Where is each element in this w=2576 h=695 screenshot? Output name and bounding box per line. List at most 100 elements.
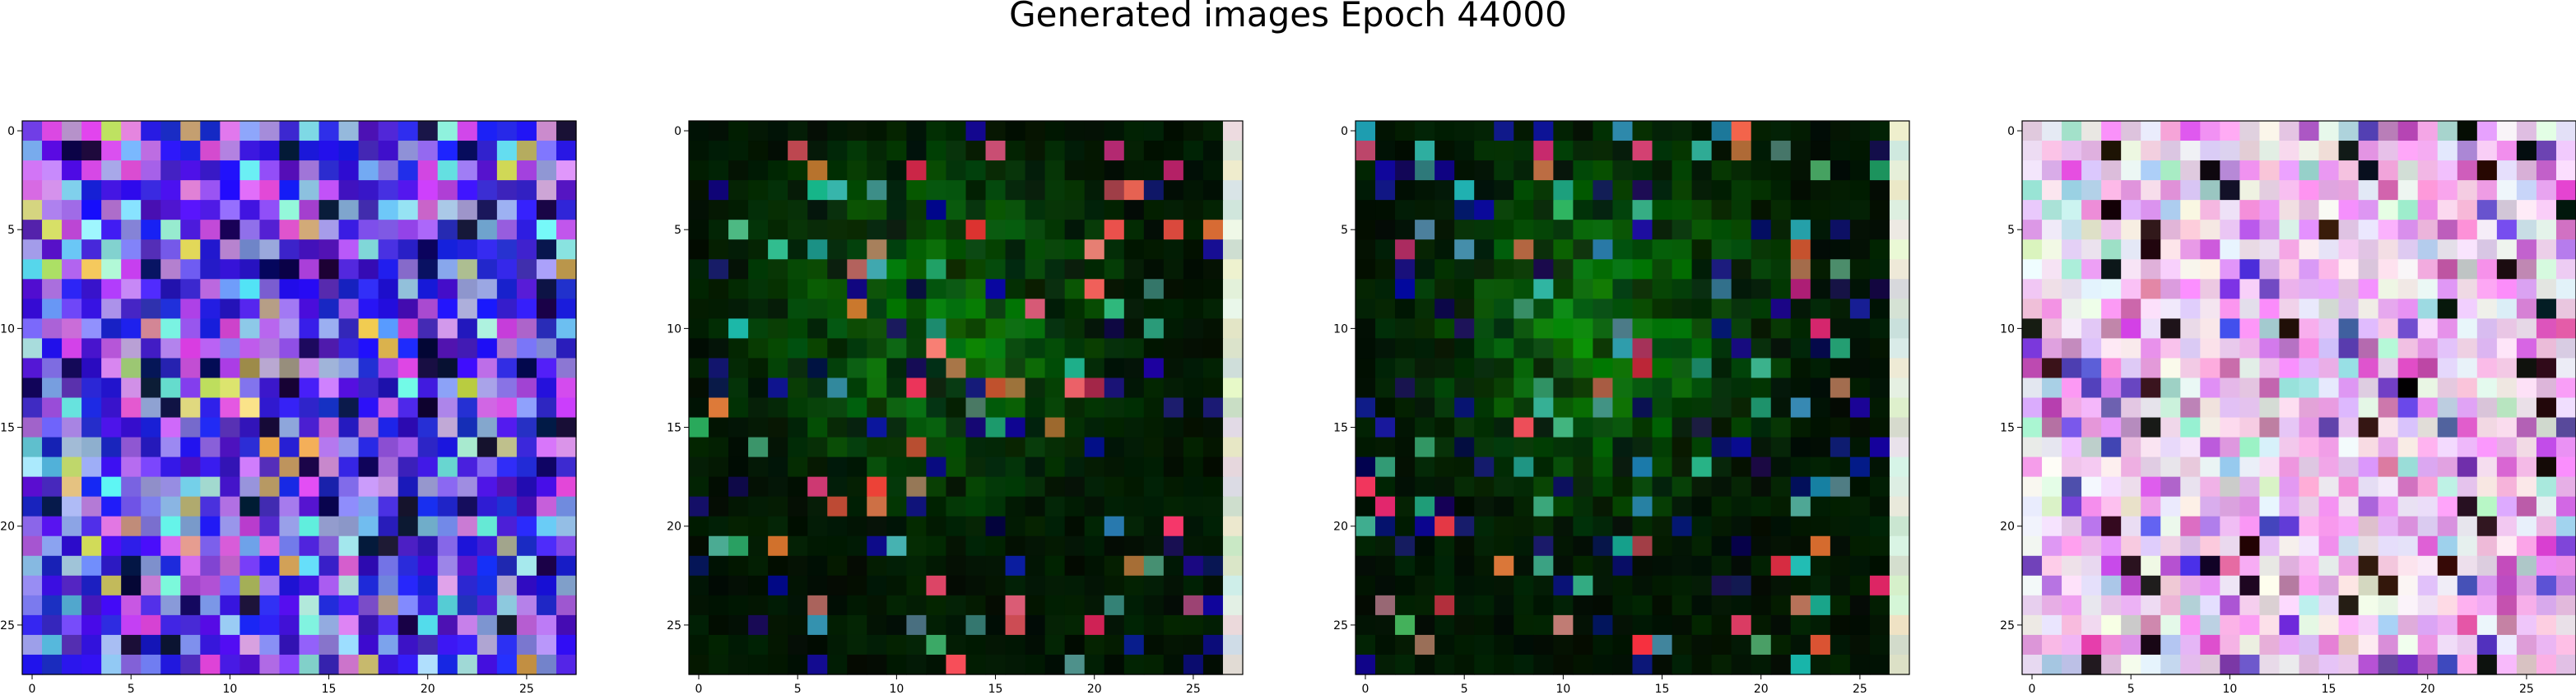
pixel-cell — [946, 496, 967, 517]
pixel-cell — [180, 654, 201, 675]
pixel-cell — [1810, 318, 1831, 339]
pixel-cell — [1514, 200, 1534, 220]
pixel-cell — [141, 456, 161, 478]
pixel-cell — [867, 259, 887, 280]
pixel-cell — [279, 516, 300, 537]
pixel-cell — [220, 614, 240, 636]
pixel-cell — [160, 338, 181, 359]
pixel-cell — [1044, 634, 1066, 656]
pixel-cell — [946, 160, 967, 181]
pixel-cell — [378, 121, 399, 141]
pixel-cell — [2279, 318, 2300, 339]
pixel-cell — [1202, 456, 1224, 478]
pixel-cell — [768, 654, 788, 675]
pixel-cell — [2397, 141, 2419, 161]
pixel-cell — [946, 259, 967, 280]
pixel-cell — [728, 180, 749, 201]
pixel-cell — [536, 259, 557, 280]
pixel-cell — [259, 555, 281, 577]
pixel-cell — [1222, 200, 1244, 220]
pixel-cell — [42, 338, 63, 359]
pixel-cell — [259, 516, 281, 537]
pixel-cell — [906, 121, 928, 141]
pixel-cell — [1612, 555, 1634, 577]
pixel-cell — [1434, 121, 1455, 141]
pixel-cell — [1790, 259, 1811, 280]
pixel-cell — [1810, 595, 1831, 616]
pixel-cell — [496, 437, 518, 458]
pixel-cell — [1454, 180, 1475, 201]
pixel-cell — [1652, 595, 1673, 616]
pixel-cell — [1494, 358, 1514, 379]
pixel-cell — [827, 200, 848, 220]
pixel-cell — [2220, 160, 2240, 181]
pixel-cell — [965, 180, 987, 201]
pixel-cell — [2141, 555, 2161, 577]
pixel-cell — [689, 378, 709, 399]
pixel-cell — [1044, 299, 1066, 319]
pixel-cell — [200, 575, 221, 596]
pixel-cell — [1770, 180, 1792, 201]
pixel-cell — [141, 476, 161, 498]
pixel-cell — [728, 476, 749, 498]
pixel-cell — [160, 595, 181, 616]
pixel-cell — [1084, 141, 1105, 161]
pixel-cell — [516, 180, 537, 201]
pixel-cell — [2417, 437, 2439, 458]
pixel-cell — [516, 239, 537, 260]
pixel-cell — [926, 555, 947, 577]
pixel-cell — [906, 575, 928, 596]
pixel-cell — [457, 378, 478, 399]
pixel-cell — [2141, 318, 2161, 339]
pixel-cell — [2318, 318, 2340, 339]
pixel-cell — [536, 338, 557, 359]
pixel-cell — [2476, 614, 2498, 636]
pixel-cell — [2101, 318, 2122, 339]
pixel-cell — [2437, 338, 2458, 359]
pixel-cell — [1044, 141, 1066, 161]
pixel-cell — [2358, 141, 2379, 161]
pixel-cell — [2417, 378, 2439, 399]
pixel-cell — [2516, 535, 2537, 557]
pixel-cell — [1810, 220, 1831, 240]
pixel-cell — [1064, 614, 1086, 636]
pixel-cell — [62, 141, 82, 161]
pixel-cell — [22, 338, 43, 359]
pixel-cell — [1064, 535, 1086, 557]
pixel-cell — [2121, 437, 2141, 458]
pixel-cell — [1612, 318, 1634, 339]
pixel-cell — [1632, 595, 1653, 616]
pixel-cell — [299, 555, 320, 577]
pixel-cell — [1163, 378, 1184, 399]
pixel-cell — [556, 614, 577, 636]
pixel-cell — [1711, 279, 1732, 299]
pixel-cell — [2141, 417, 2161, 438]
pixel-cell — [457, 239, 478, 260]
pixel-cell — [946, 318, 967, 339]
pixel-cell — [2378, 220, 2399, 240]
pixel-cell — [141, 397, 161, 419]
pixel-cell — [81, 239, 102, 260]
pixel-cell — [417, 279, 439, 299]
pixel-cell — [338, 318, 360, 339]
pixel-cell — [2536, 535, 2557, 557]
pixel-cell — [1830, 614, 1851, 636]
pixel-cell — [2121, 476, 2141, 498]
pixel-cell — [1415, 239, 1435, 260]
pixel-cell — [1454, 614, 1475, 636]
pixel-cell — [1632, 121, 1653, 141]
pixel-cell — [1474, 496, 1495, 517]
pixel-cell — [299, 220, 320, 240]
pixel-cell — [496, 595, 518, 616]
pixel-cell — [1064, 595, 1086, 616]
pixel-cell — [2516, 180, 2537, 201]
pixel-cell — [1005, 378, 1026, 399]
pixel-cell — [378, 614, 399, 636]
pixel-cell — [1731, 279, 1752, 299]
pixel-cell — [1222, 555, 1244, 577]
pixel-cell — [1770, 397, 1792, 419]
pixel-cell — [2457, 456, 2478, 478]
pixel-cell — [1395, 318, 1416, 339]
pixel-cell — [768, 397, 788, 419]
pixel-cell — [1222, 614, 1244, 636]
